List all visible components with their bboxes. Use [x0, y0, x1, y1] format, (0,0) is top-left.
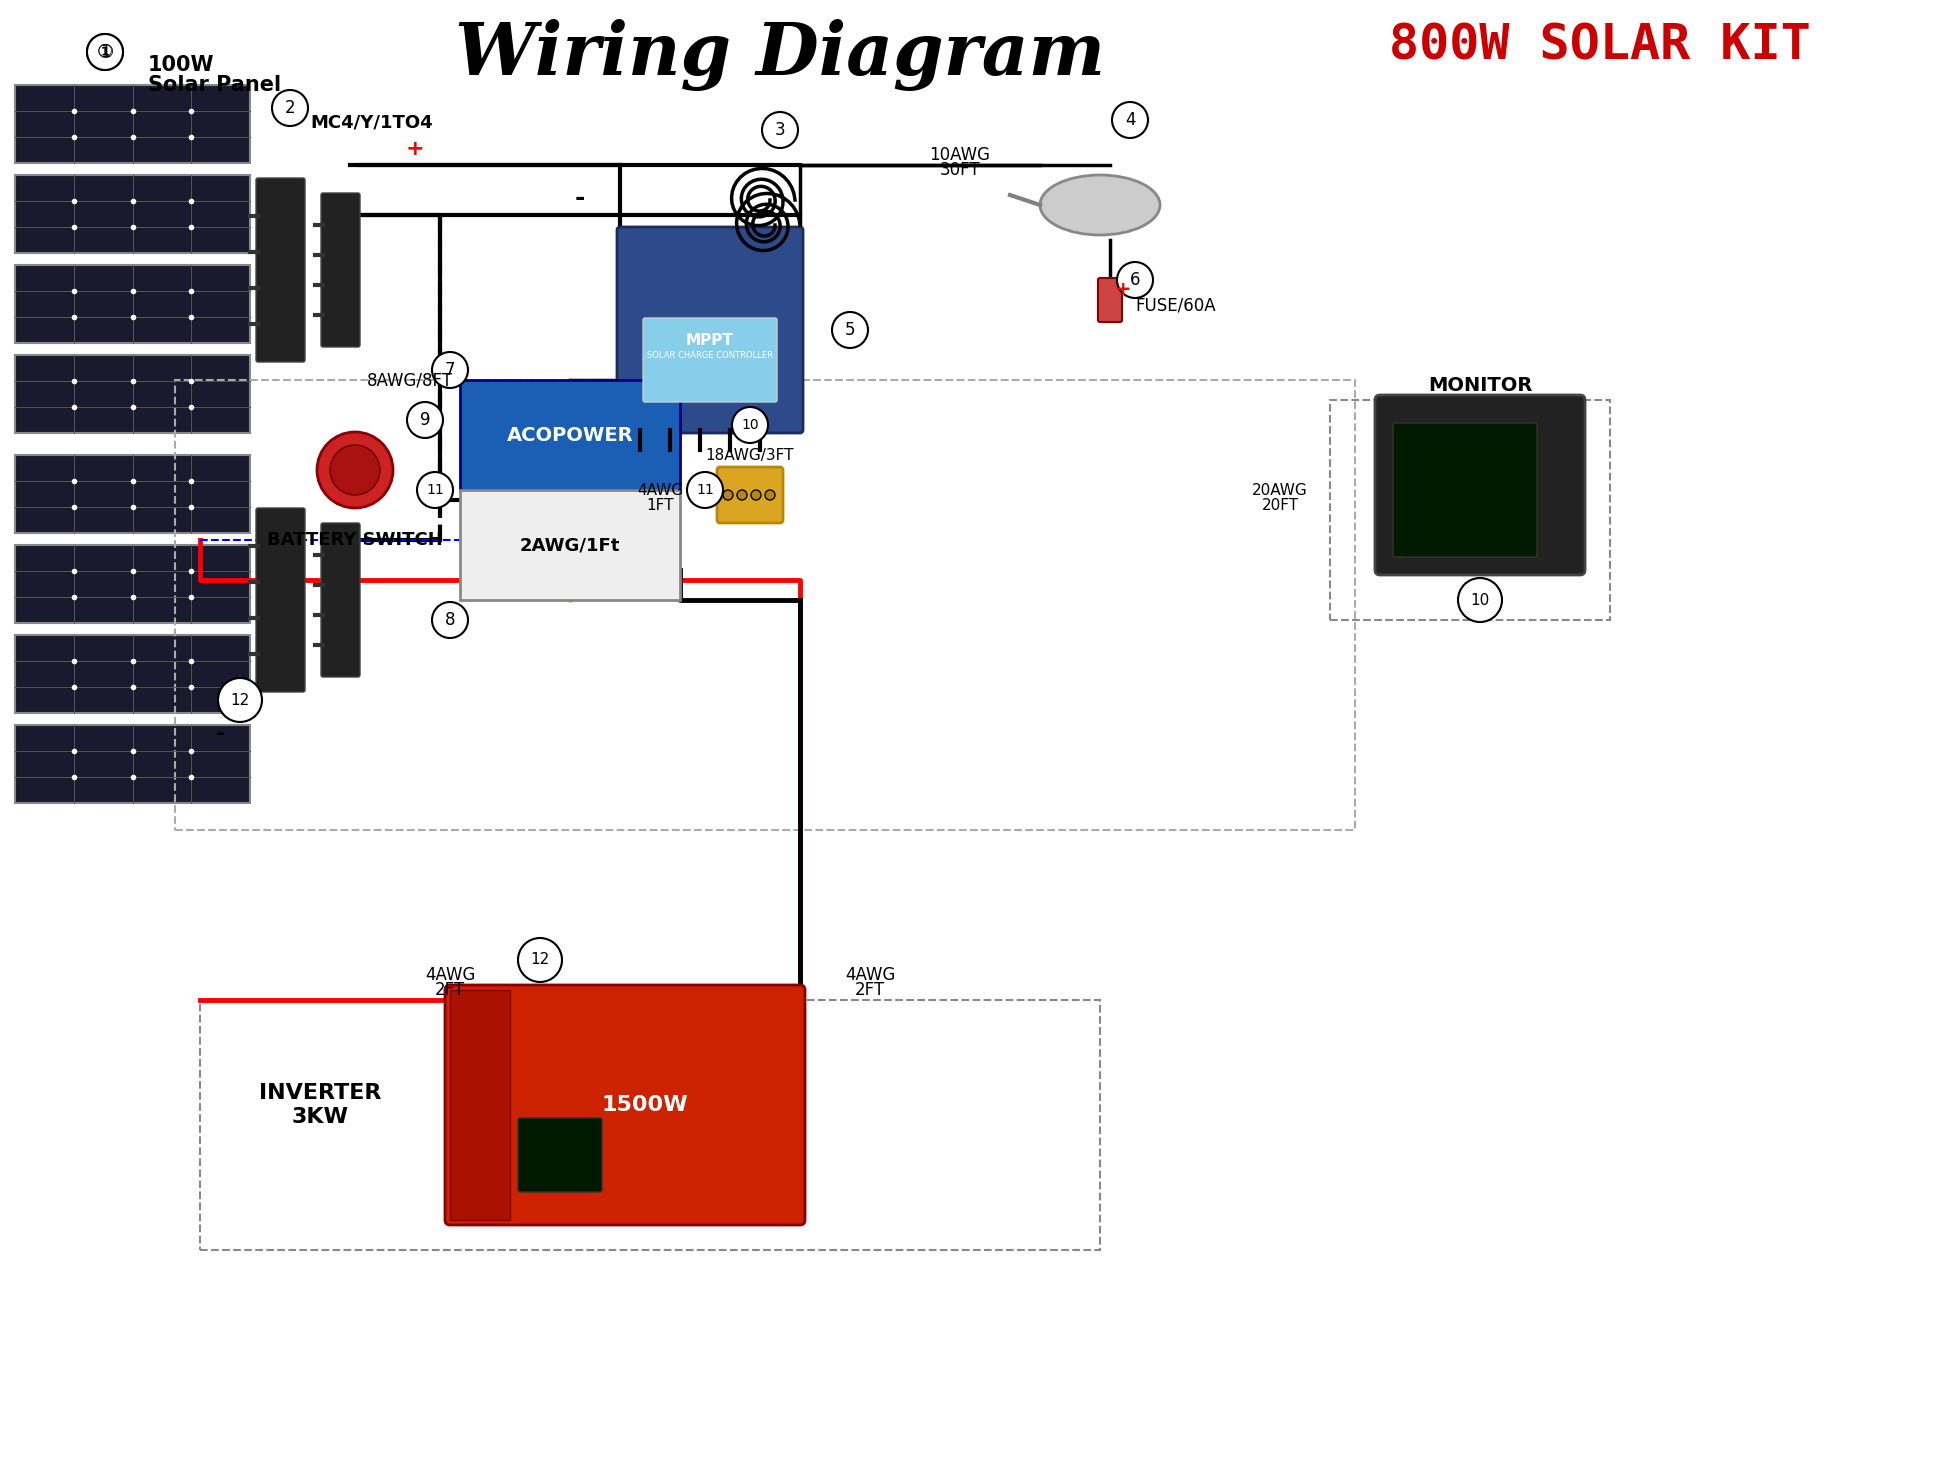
Text: 2: 2 — [284, 98, 296, 118]
Text: 12: 12 — [231, 692, 249, 707]
Circle shape — [731, 407, 768, 442]
Circle shape — [272, 90, 308, 126]
FancyBboxPatch shape — [16, 354, 251, 434]
FancyBboxPatch shape — [461, 490, 680, 600]
Text: Solar Panel: Solar Panel — [149, 75, 280, 96]
Text: 9: 9 — [419, 412, 431, 429]
Text: 4AWG: 4AWG — [425, 966, 474, 983]
Ellipse shape — [1041, 175, 1160, 235]
FancyBboxPatch shape — [451, 989, 510, 1220]
Text: ACOPOWER: ACOPOWER — [508, 425, 633, 444]
FancyBboxPatch shape — [517, 1119, 602, 1192]
Circle shape — [1111, 101, 1149, 138]
FancyBboxPatch shape — [16, 456, 251, 534]
Circle shape — [751, 490, 760, 500]
Text: 10: 10 — [1470, 592, 1490, 607]
Text: SOLAR CHARGE CONTROLLER: SOLAR CHARGE CONTROLLER — [647, 350, 772, 360]
Text: 1: 1 — [100, 43, 110, 60]
Text: MC4/Y/1TO4: MC4/Y/1TO4 — [310, 113, 433, 131]
FancyBboxPatch shape — [617, 226, 804, 434]
Text: 4: 4 — [1125, 112, 1135, 129]
Text: BATTERY SWITCH: BATTERY SWITCH — [267, 531, 443, 548]
Text: 4AWG: 4AWG — [845, 966, 896, 983]
FancyBboxPatch shape — [16, 725, 251, 803]
Circle shape — [517, 938, 563, 982]
Text: 10AWG: 10AWG — [929, 146, 990, 165]
Text: 100W: 100W — [149, 54, 214, 75]
FancyBboxPatch shape — [445, 985, 806, 1225]
Text: 800W SOLAR KIT: 800W SOLAR KIT — [1390, 21, 1811, 69]
Text: 6: 6 — [1129, 270, 1141, 290]
Circle shape — [86, 34, 123, 71]
Text: 2AWG/1Ft: 2AWG/1Ft — [519, 537, 619, 554]
Text: 8AWG/8FT: 8AWG/8FT — [367, 370, 453, 390]
Circle shape — [737, 490, 747, 500]
FancyBboxPatch shape — [321, 193, 361, 347]
Text: 5: 5 — [845, 320, 855, 340]
Text: 4AWG: 4AWG — [637, 482, 684, 497]
Circle shape — [764, 490, 774, 500]
Text: MPPT: MPPT — [686, 332, 733, 347]
FancyBboxPatch shape — [321, 523, 361, 678]
Text: 1500W: 1500W — [602, 1095, 688, 1116]
FancyBboxPatch shape — [643, 318, 776, 401]
FancyBboxPatch shape — [461, 381, 680, 490]
Circle shape — [218, 678, 263, 722]
FancyBboxPatch shape — [16, 85, 251, 163]
Circle shape — [86, 34, 123, 71]
Circle shape — [329, 445, 380, 495]
Text: +: + — [1115, 279, 1131, 298]
Circle shape — [431, 603, 468, 638]
Text: 20FT: 20FT — [1262, 497, 1299, 513]
Text: ①: ① — [96, 43, 114, 62]
Text: INVERTER
3KW: INVERTER 3KW — [259, 1083, 380, 1126]
Circle shape — [723, 490, 733, 500]
Circle shape — [408, 401, 443, 438]
Text: +: + — [406, 140, 423, 159]
FancyBboxPatch shape — [257, 178, 306, 362]
Circle shape — [417, 472, 453, 509]
Text: -: - — [216, 725, 225, 744]
FancyBboxPatch shape — [257, 509, 306, 692]
Text: 7: 7 — [445, 362, 455, 379]
Text: ①: ① — [96, 43, 114, 60]
Text: 3: 3 — [774, 121, 786, 140]
Text: FUSE/60A: FUSE/60A — [1135, 295, 1215, 315]
Text: -: - — [574, 187, 586, 210]
Text: 1FT: 1FT — [647, 497, 674, 513]
Circle shape — [831, 312, 868, 348]
FancyBboxPatch shape — [1376, 395, 1586, 575]
Circle shape — [688, 472, 723, 509]
Circle shape — [431, 351, 468, 388]
Circle shape — [762, 112, 798, 148]
Circle shape — [1458, 578, 1501, 622]
Text: 20AWG: 20AWG — [1252, 482, 1307, 497]
Text: Wiring Diagram: Wiring Diagram — [455, 19, 1105, 91]
FancyBboxPatch shape — [16, 265, 251, 343]
Circle shape — [1117, 262, 1152, 298]
Text: 30FT: 30FT — [939, 162, 980, 179]
FancyBboxPatch shape — [16, 635, 251, 713]
Text: 11: 11 — [425, 484, 443, 497]
FancyBboxPatch shape — [1394, 423, 1537, 557]
FancyBboxPatch shape — [717, 467, 782, 523]
Text: MONITOR: MONITOR — [1427, 375, 1533, 394]
Text: 10: 10 — [741, 417, 759, 432]
Text: 8: 8 — [445, 612, 455, 629]
Text: 11: 11 — [696, 484, 713, 497]
Text: 2FT: 2FT — [435, 980, 465, 1000]
FancyBboxPatch shape — [16, 175, 251, 253]
Text: 18AWG/3FT: 18AWG/3FT — [706, 447, 794, 463]
Circle shape — [318, 432, 394, 509]
FancyBboxPatch shape — [1098, 278, 1121, 322]
FancyBboxPatch shape — [16, 545, 251, 623]
Text: 2FT: 2FT — [855, 980, 886, 1000]
Text: 12: 12 — [531, 953, 549, 967]
